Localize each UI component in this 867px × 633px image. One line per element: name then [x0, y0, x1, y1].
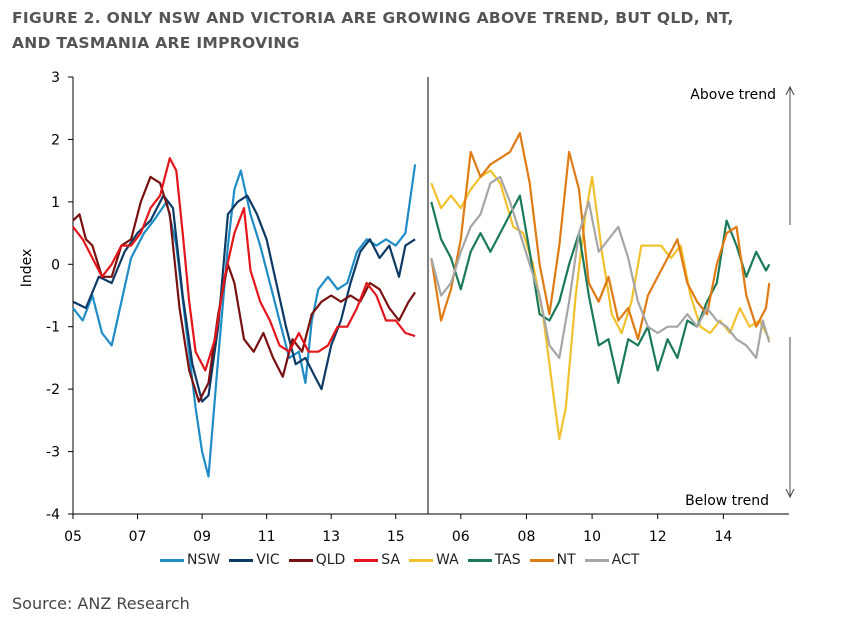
legend-swatch — [409, 558, 434, 562]
legend-item-sa: SA — [354, 552, 400, 568]
legend-label: ACT — [611, 552, 640, 568]
legend-label: VIC — [256, 552, 280, 568]
legend-swatch — [229, 558, 254, 562]
legend-swatch — [467, 558, 492, 562]
series-line-nt — [430, 132, 771, 341]
x-tick-label: 12 — [649, 529, 667, 545]
legend-item-vic: VIC — [229, 552, 280, 568]
x-tick-label: 11 — [258, 529, 276, 545]
legend-label: SA — [381, 552, 401, 568]
x-tick-label: 06 — [452, 529, 470, 545]
y-tick-label: 0 — [51, 257, 60, 273]
legend-label: WA — [436, 552, 459, 568]
x-tick-label: 07 — [129, 529, 147, 545]
x-tick-label: 15 — [387, 529, 405, 545]
up-arrow-icon — [785, 85, 795, 96]
series-line-sa — [72, 157, 416, 372]
x-tick-label: 14 — [714, 529, 732, 545]
x-tick-label: 08 — [518, 529, 536, 545]
legend-label: NT — [556, 552, 576, 568]
figure-title-line-2: AND TASMANIA ARE IMPROVING — [12, 34, 300, 52]
y-tick-label: 3 — [51, 70, 60, 86]
y-tick-label: -3 — [46, 445, 60, 461]
legend-swatch — [160, 558, 184, 562]
x-tick-label: 13 — [322, 529, 340, 545]
legend-item-nsw: NSW — [160, 552, 220, 568]
figure-title: FIGURE 2. ONLY NSW AND VICTORIA ARE GROW… — [12, 6, 862, 56]
legend-swatch — [529, 558, 554, 562]
legend-item-tas: TAS — [467, 552, 521, 568]
legend-label: NSW — [187, 552, 221, 568]
x-tick-label: 09 — [193, 529, 211, 545]
legend-item-qld: QLD — [288, 552, 346, 568]
x-tick-label: 10 — [583, 529, 601, 545]
down-arrow-icon — [785, 488, 795, 499]
y-tick-label: 1 — [51, 195, 60, 211]
series-line-act — [430, 175, 771, 359]
source-note: Source: ANZ Research — [12, 594, 190, 613]
annotation-below-trend: Below trend — [685, 493, 769, 509]
legend-item-nt: NT — [529, 552, 576, 568]
y-tick-label: -2 — [46, 382, 60, 398]
y-axis-label: Index — [19, 249, 35, 288]
series-line-tas — [430, 194, 771, 384]
legend-item-wa: WA — [409, 552, 459, 568]
legend-swatch — [288, 558, 313, 562]
legend-label: QLD — [315, 552, 346, 568]
figure-title-line-1: FIGURE 2. ONLY NSW AND VICTORIA ARE GROW… — [12, 9, 734, 27]
y-tick-label: -4 — [46, 507, 60, 523]
legend-item-act: ACT — [584, 552, 640, 568]
x-tick-label: 05 — [64, 529, 82, 545]
series-line-wa — [430, 169, 771, 441]
legend-swatch — [584, 558, 609, 562]
annotation-above-trend: Above trend — [690, 87, 776, 103]
legend-label: TAS — [494, 552, 521, 568]
series-line-nsw — [72, 164, 417, 478]
series-line-vic — [72, 194, 416, 403]
chart-legend: NSW VIC QLD SA WA TAS NT ACT — [160, 552, 648, 568]
y-tick-label: 2 — [51, 132, 60, 148]
legend-swatch — [354, 558, 379, 562]
y-tick-label: -1 — [46, 320, 60, 336]
